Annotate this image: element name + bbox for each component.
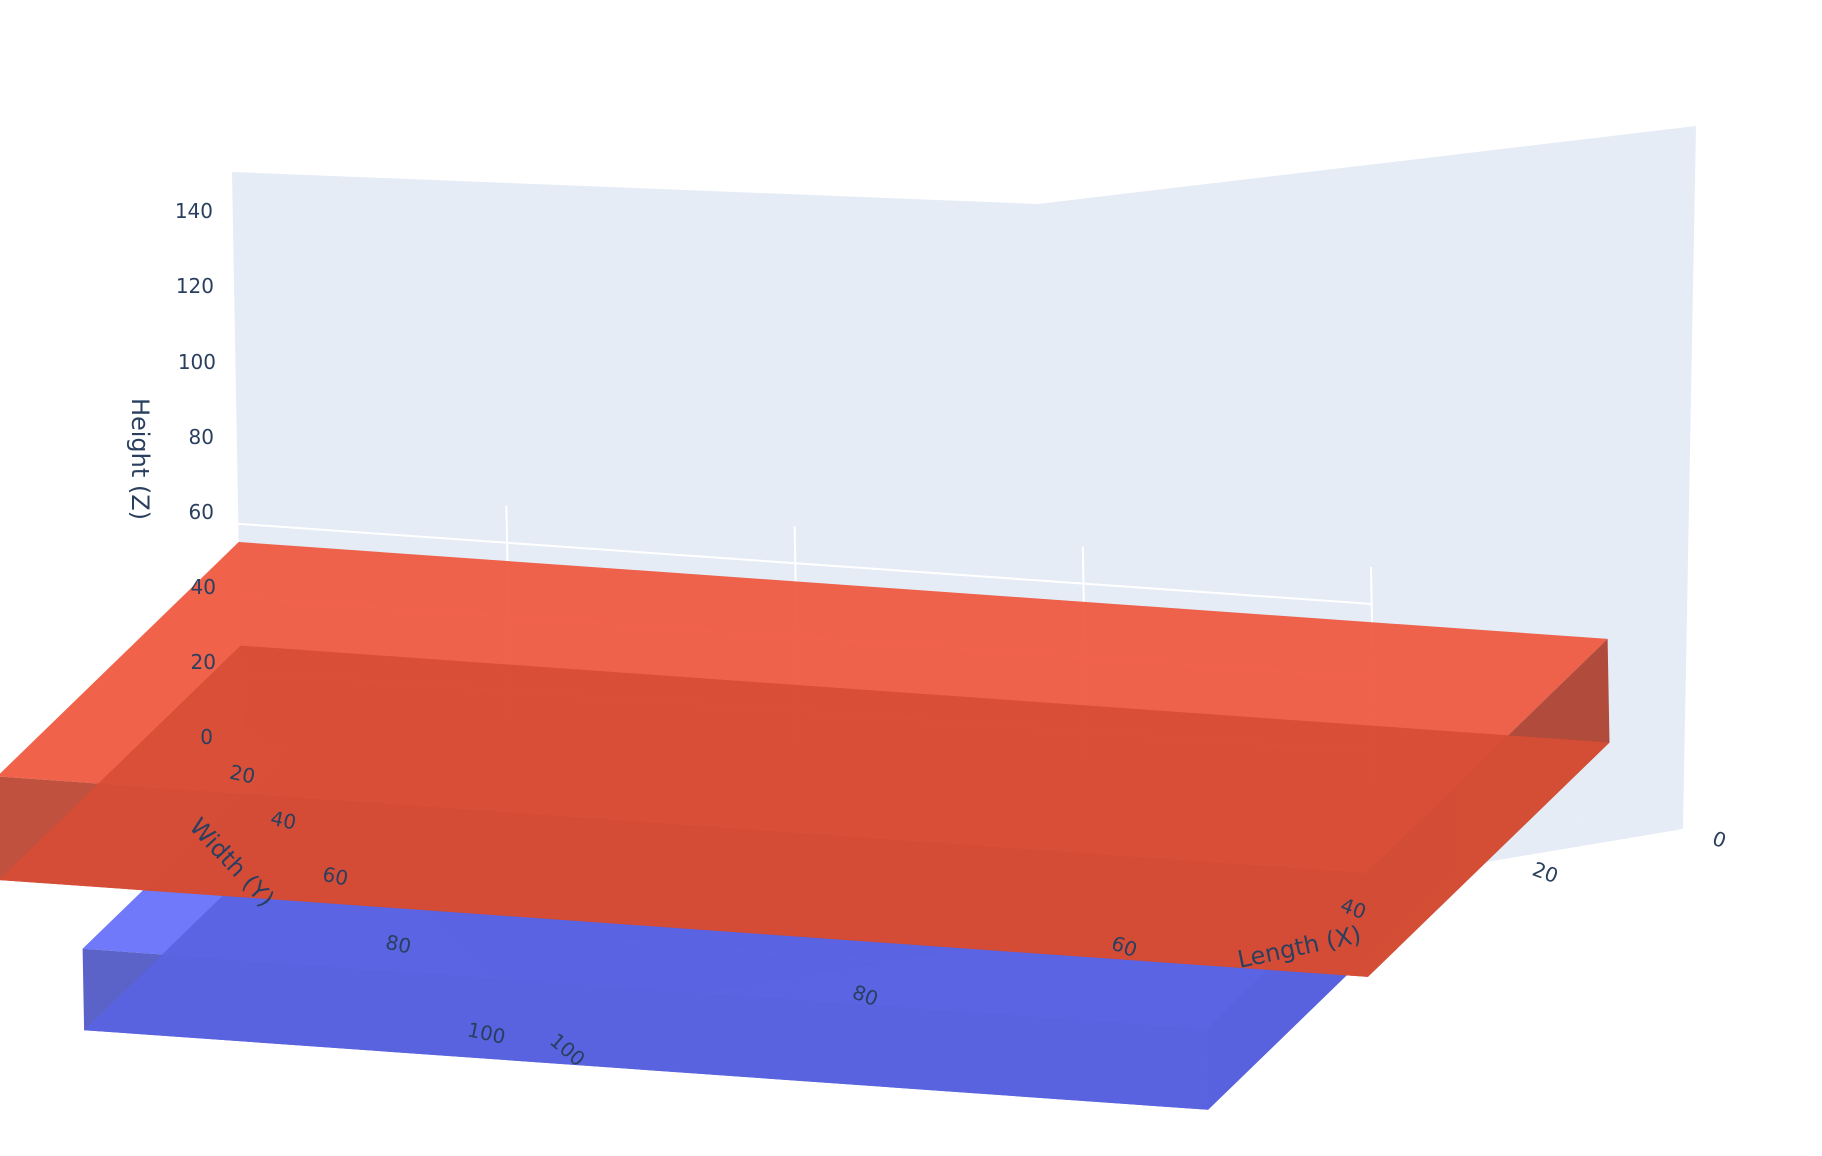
y-tick-label: 60 — [321, 862, 351, 891]
mesh-boxes — [0, 542, 1610, 1110]
mesh-box-2 — [0, 542, 1610, 977]
z-axis-title: Height (Z) — [126, 398, 154, 520]
z-tick-label: 0 — [200, 725, 213, 749]
y-tick-label: 20 — [228, 760, 258, 789]
z-grid-line — [0, 208, 1372, 605]
bottom-face — [0, 645, 1610, 977]
z-tick-label: 120 — [176, 274, 214, 298]
z-tick-label: 40 — [191, 575, 216, 599]
y-tick-label: 80 — [384, 930, 414, 959]
z-tick-label: 60 — [189, 500, 214, 524]
y-tick-label: 40 — [269, 806, 299, 835]
z-tick-label: 80 — [189, 425, 214, 449]
z-axis-ticks: 0 20 40 60 80 100 120 140 — [175, 199, 216, 749]
z-tick-label: 140 — [175, 199, 213, 223]
z-tick-label: 20 — [191, 650, 216, 674]
x-tick-label: 0 — [1709, 826, 1729, 853]
z-tick-label: 100 — [178, 350, 216, 374]
